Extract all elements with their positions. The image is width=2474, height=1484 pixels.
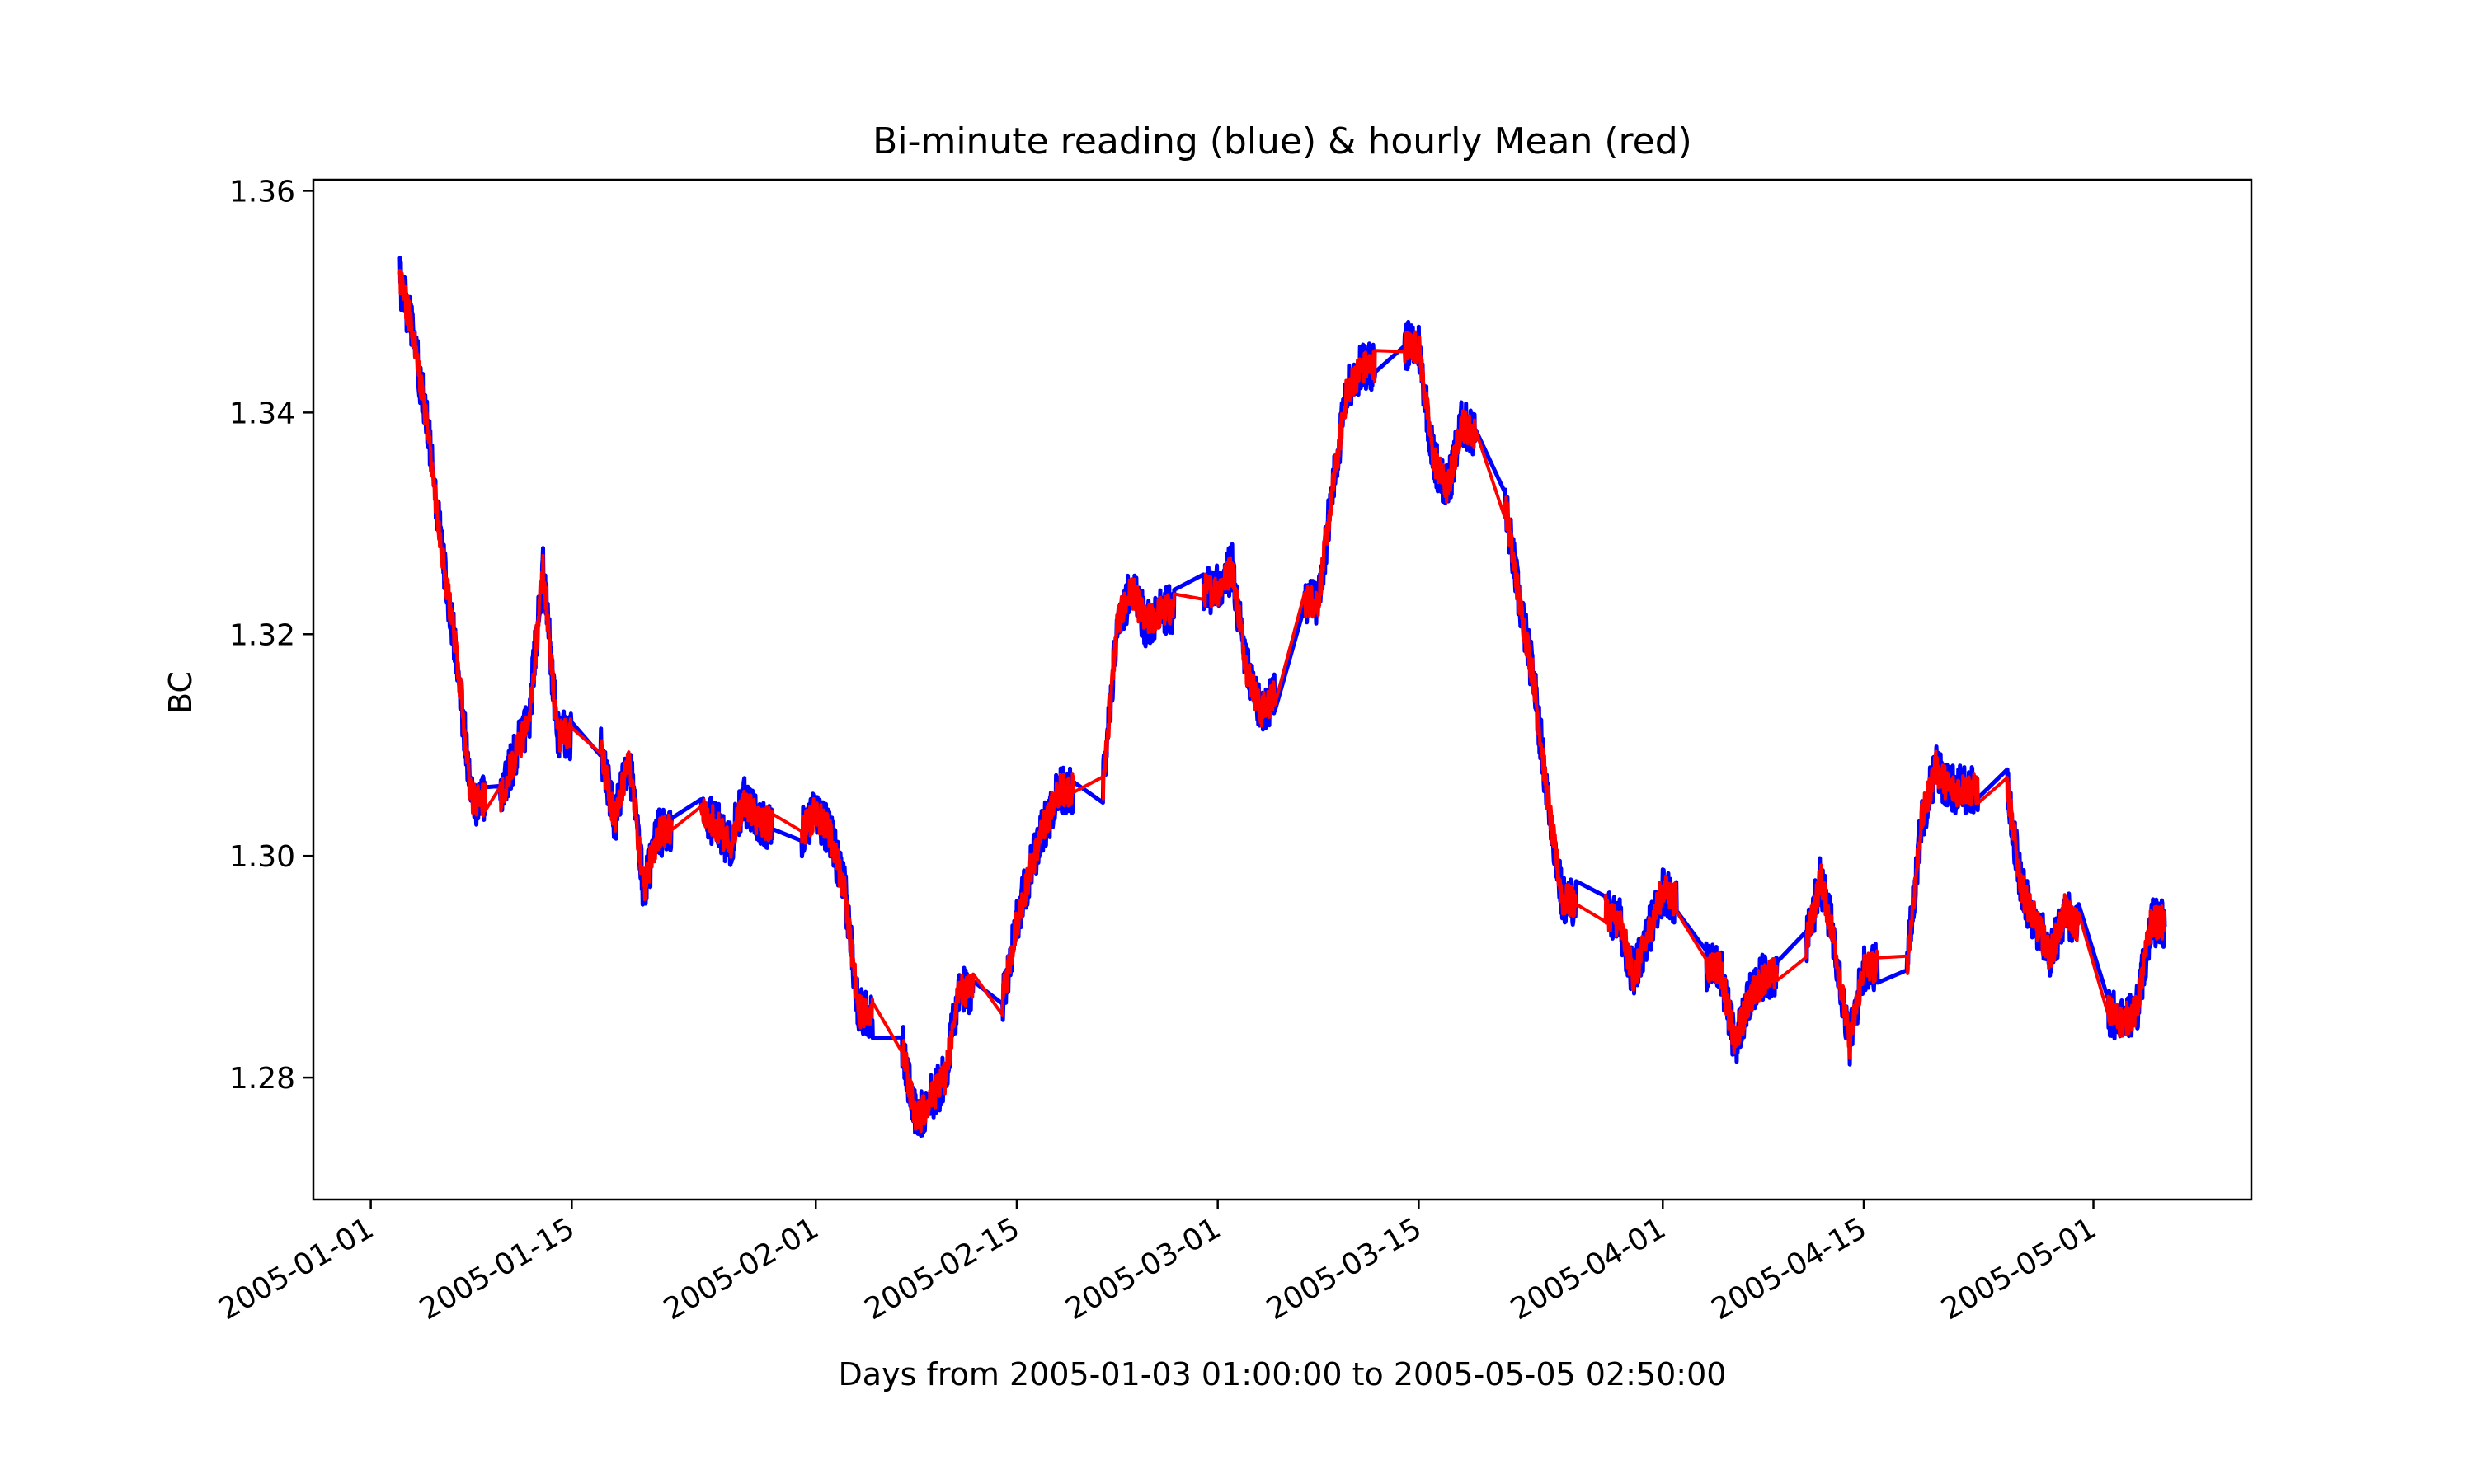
x-axis-label: Days from 2005-01-03 01:00:00 to 2005-05… [839, 1356, 1727, 1392]
y-axis: 1.28 1.30 1.32 1.34 1.36 [229, 175, 313, 1096]
series-layer [397, 256, 2167, 1139]
chart-title: Bi-minute reading (blue) & hourly Mean (… [872, 120, 1692, 162]
plot-frame [312, 178, 2253, 1201]
y-tick-label: 1.30 [229, 840, 295, 874]
y-tick-label: 1.34 [229, 397, 295, 430]
y-tick-label: 1.28 [229, 1062, 295, 1096]
y-tick-label: 1.32 [229, 618, 295, 652]
plot-area [397, 256, 2167, 1139]
series-line-red [397, 268, 2166, 1134]
y-axis-label: BC [162, 671, 199, 714]
y-tick-label: 1.36 [229, 175, 295, 209]
